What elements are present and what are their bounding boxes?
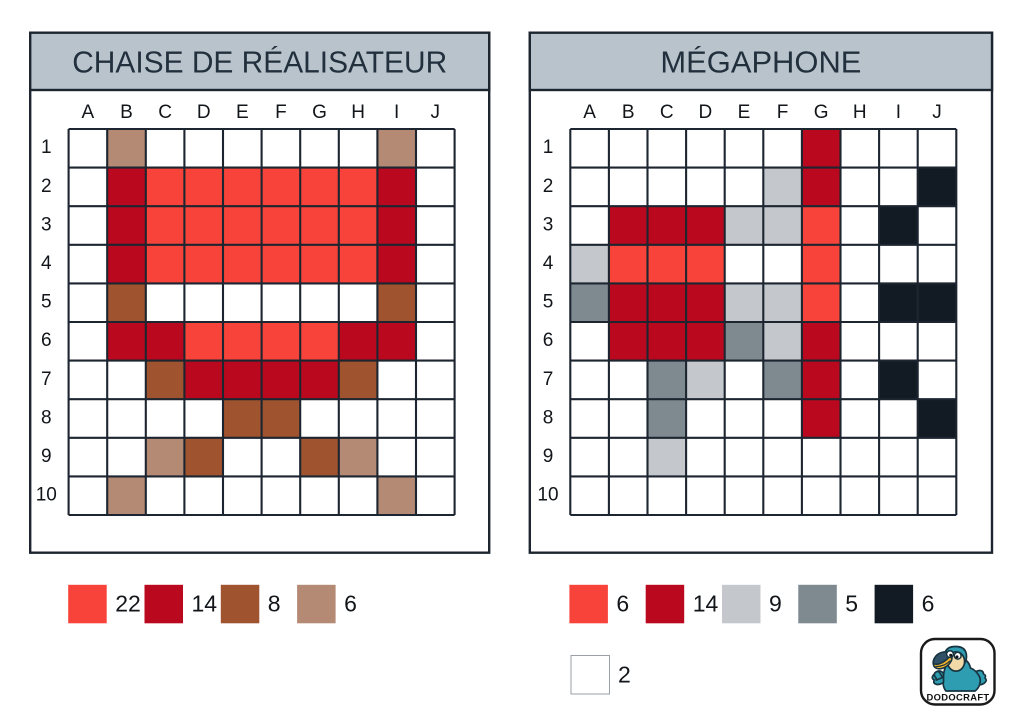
svg-text:9: 9: [769, 591, 782, 617]
svg-text:G: G: [814, 102, 829, 123]
svg-text:B: B: [622, 102, 635, 123]
svg-text:B: B: [120, 102, 133, 123]
svg-text:8: 8: [543, 407, 554, 428]
svg-text:1: 1: [41, 137, 52, 158]
svg-text:6: 6: [41, 330, 52, 351]
svg-text:3: 3: [41, 214, 52, 235]
svg-text:A: A: [583, 102, 596, 123]
svg-text:7: 7: [543, 369, 554, 390]
svg-text:6: 6: [616, 591, 629, 617]
svg-text:2: 2: [618, 661, 631, 687]
svg-text:D: D: [197, 102, 211, 123]
svg-text:CHAISE DE RÉALISATEUR: CHAISE DE RÉALISATEUR: [72, 44, 447, 79]
svg-text:1: 1: [543, 137, 554, 158]
svg-text:2: 2: [41, 176, 52, 197]
svg-text:6: 6: [344, 591, 357, 617]
svg-text:H: H: [853, 102, 867, 123]
svg-text:MÉGAPHONE: MÉGAPHONE: [660, 44, 861, 79]
svg-text:10: 10: [537, 485, 558, 506]
svg-text:I: I: [394, 102, 399, 123]
svg-text:6: 6: [922, 591, 935, 617]
svg-text:F: F: [777, 102, 789, 123]
svg-text:E: E: [236, 102, 249, 123]
svg-text:DODOCRAFT: DODOCRAFT: [926, 691, 989, 702]
svg-text:H: H: [351, 102, 365, 123]
svg-text:14: 14: [192, 591, 218, 617]
svg-text:J: J: [932, 102, 942, 123]
svg-text:5: 5: [845, 591, 858, 617]
svg-text:C: C: [660, 102, 674, 123]
svg-text:14: 14: [693, 591, 719, 617]
svg-text:C: C: [158, 102, 172, 123]
svg-text:9: 9: [543, 446, 554, 467]
svg-text:5: 5: [543, 292, 554, 313]
svg-text:J: J: [431, 102, 441, 123]
svg-text:4: 4: [41, 253, 52, 274]
svg-text:G: G: [312, 102, 327, 123]
svg-text:22: 22: [115, 591, 141, 617]
svg-text:F: F: [275, 102, 287, 123]
svg-text:I: I: [896, 102, 901, 123]
svg-text:9: 9: [41, 446, 52, 467]
svg-text:2: 2: [543, 176, 554, 197]
svg-text:A: A: [82, 102, 95, 123]
svg-text:D: D: [699, 102, 713, 123]
svg-text:8: 8: [41, 407, 52, 428]
svg-text:10: 10: [36, 485, 57, 506]
svg-text:7: 7: [41, 369, 52, 390]
svg-text:3: 3: [543, 214, 554, 235]
svg-text:4: 4: [543, 253, 554, 274]
svg-text:8: 8: [268, 591, 281, 617]
svg-text:5: 5: [41, 292, 52, 313]
svg-text:E: E: [738, 102, 751, 123]
svg-text:6: 6: [543, 330, 554, 351]
